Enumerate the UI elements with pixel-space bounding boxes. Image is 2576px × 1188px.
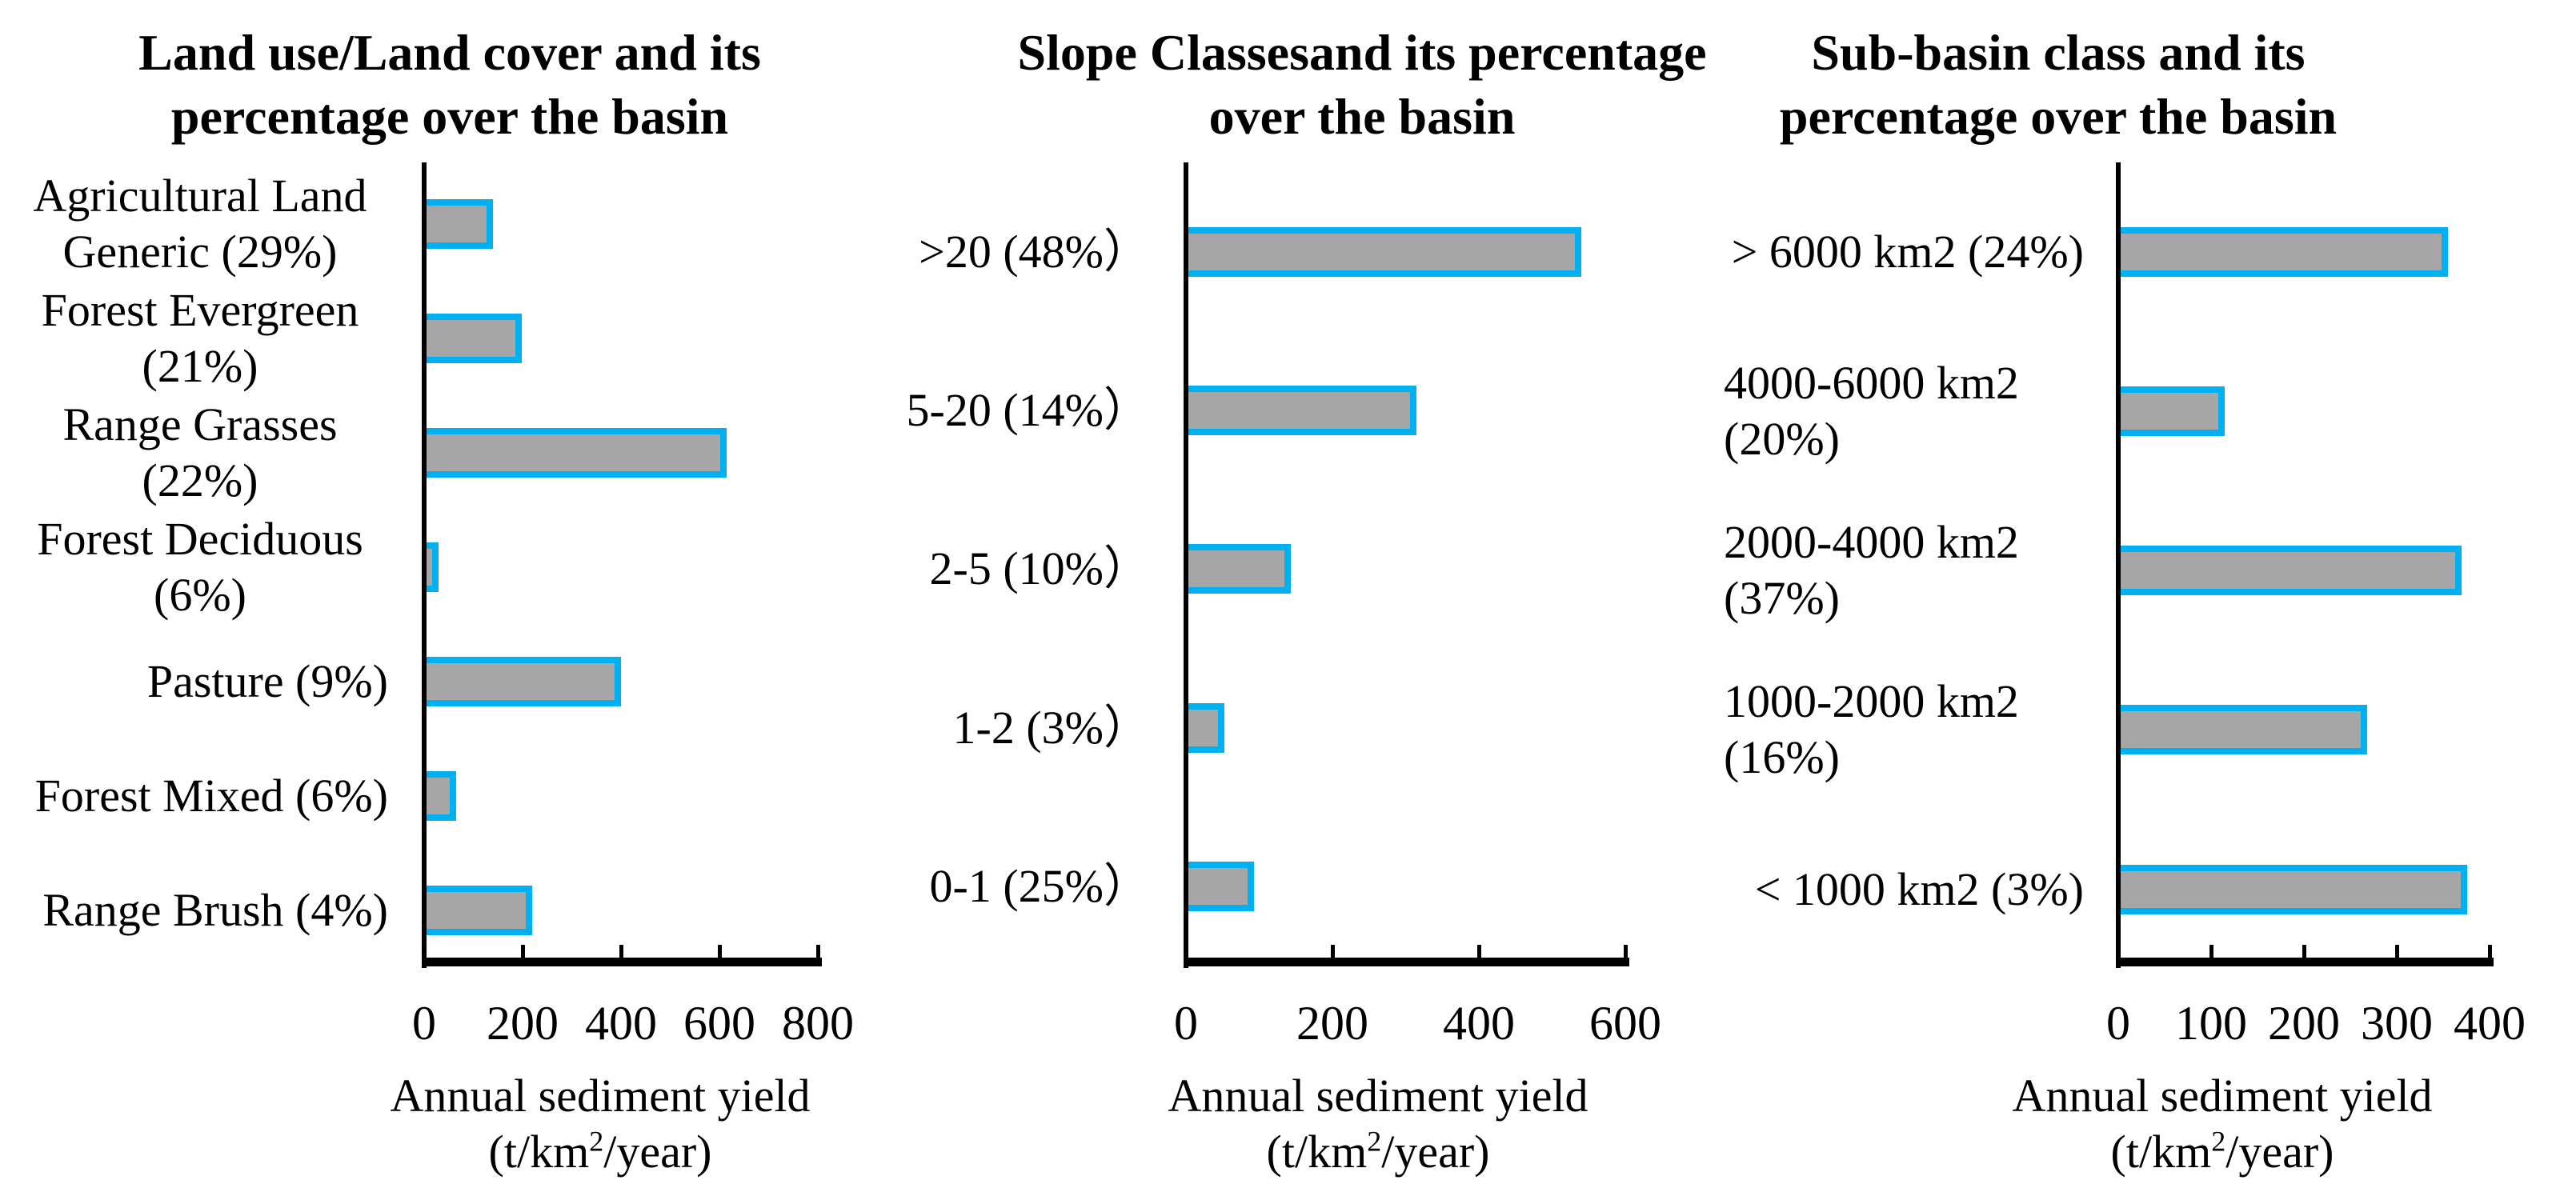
bar-landuse <box>427 886 532 935</box>
y-axis-line-slope <box>1184 162 1188 968</box>
bar-slope <box>1188 703 1224 753</box>
bar-subbasin <box>2121 386 2225 436</box>
x-tick-label-subbasin: 100 <box>2175 997 2247 1050</box>
x-tick-mark-subbasin <box>2395 945 2399 958</box>
x-tick-mark-slope <box>1624 945 1628 958</box>
x-axis-title-line1: Annual sediment yield <box>2012 1070 2433 1122</box>
x-axis-title-line1: Annual sediment yield <box>1168 1070 1588 1122</box>
category-label-landuse: Forest Mixed (6%) <box>34 770 388 822</box>
x-tick-label-landuse: 200 <box>487 997 559 1050</box>
unit-prefix: (t/km <box>2110 1126 2212 1178</box>
x-tick-label-slope: 600 <box>1589 997 1661 1050</box>
bar-landuse <box>427 657 621 706</box>
category-label-subbasin: 2000-4000 km2 (37%) <box>1724 516 2019 624</box>
bar-slope <box>1188 386 1416 435</box>
unit-suffix: /year) <box>603 1126 712 1178</box>
category-label-landuse: Range Brush (4%) <box>42 884 388 936</box>
bar-subbasin <box>2121 865 2467 914</box>
chart-title-landuse: Land use/Land cover and its percentage o… <box>138 24 761 145</box>
x-axis-title-unit: (t/km2/year) <box>2111 1126 2334 1178</box>
chart-title-subbasin: Sub-basin class and its percentage over … <box>1779 24 2338 145</box>
bar-subbasin <box>2121 546 2462 595</box>
unit-superscript: 2 <box>1367 1125 1382 1158</box>
x-axis-line-slope <box>1184 958 1629 966</box>
unit-superscript: 2 <box>2211 1125 2226 1158</box>
category-label-slope: 5-20 (14%） <box>906 384 1150 436</box>
x-tick-label-landuse: 800 <box>782 997 854 1050</box>
x-axis-title-subbasin: Annual sediment yield (t/km2/year) <box>1918 1068 2526 1180</box>
x-tick-label-slope: 0 <box>1174 997 1198 1050</box>
x-axis-line-subbasin <box>2116 958 2494 966</box>
x-tick-label-subbasin: 200 <box>2268 997 2340 1050</box>
y-axis-line-subbasin <box>2116 162 2121 968</box>
unit-prefix: (t/km <box>488 1126 590 1178</box>
x-tick-label-landuse: 0 <box>412 997 436 1050</box>
category-label-landuse: Range Grasses (22%) <box>62 398 338 506</box>
category-label-landuse: Agricultural Land Generic (29%) <box>33 170 367 278</box>
x-axis-title-line1: Annual sediment yield <box>390 1070 811 1122</box>
x-tick-label-slope: 200 <box>1296 997 1368 1050</box>
x-axis-line-landuse <box>422 958 822 966</box>
bar-landuse <box>427 199 493 249</box>
bar-slope <box>1188 862 1254 911</box>
category-label-slope: >20 (48%） <box>919 226 1150 278</box>
x-tick-label-landuse: 600 <box>683 997 755 1050</box>
x-axis-title-slope: Annual sediment yield (t/km2/year) <box>1074 1068 1682 1180</box>
bar-landuse <box>427 314 522 363</box>
bar-slope <box>1188 544 1291 594</box>
category-label-landuse: Pasture (9%) <box>146 655 388 707</box>
x-tick-mark-landuse <box>718 945 722 958</box>
bar-landuse <box>427 771 456 821</box>
x-tick-label-landuse: 400 <box>585 997 657 1050</box>
x-tick-mark-slope <box>1331 945 1335 958</box>
x-tick-mark-subbasin <box>2209 945 2213 958</box>
x-tick-mark-landuse <box>816 945 820 958</box>
unit-suffix: /year) <box>2225 1126 2334 1178</box>
category-label-slope: 0-1 (25%） <box>929 860 1150 912</box>
x-tick-label-subbasin: 300 <box>2361 997 2433 1050</box>
x-tick-label-subbasin: 400 <box>2454 997 2526 1050</box>
x-tick-mark-landuse <box>521 945 525 958</box>
category-label-landuse: Forest Evergreen (21%) <box>41 284 359 392</box>
x-axis-title-unit: (t/km2/year) <box>1267 1126 1490 1178</box>
category-label-slope: 1-2 (3%） <box>952 702 1150 754</box>
unit-suffix: /year) <box>1381 1126 1490 1178</box>
unit-prefix: (t/km <box>1266 1126 1368 1178</box>
x-tick-mark-slope <box>1477 945 1481 958</box>
bar-landuse <box>427 428 727 478</box>
bar-subbasin <box>2121 227 2448 277</box>
category-label-subbasin: > 6000 km2 (24%) <box>1731 226 2084 278</box>
bar-subbasin <box>2121 705 2367 754</box>
category-label-subbasin: < 1000 km2 (3%) <box>1754 863 2084 915</box>
x-tick-label-subbasin: 0 <box>2106 997 2130 1050</box>
category-label-subbasin: 1000-2000 km2 (16%) <box>1724 675 2019 783</box>
x-tick-mark-subbasin <box>2302 945 2306 958</box>
unit-superscript: 2 <box>589 1125 604 1158</box>
category-label-subbasin: 4000-6000 km2 (20%) <box>1724 357 2019 465</box>
y-axis-line-landuse <box>422 162 427 968</box>
chart-title-slope: Slope Classesand its percentage over the… <box>1017 24 1707 145</box>
bar-landuse <box>427 542 439 592</box>
x-tick-label-slope: 400 <box>1443 997 1515 1050</box>
category-label-landuse: Forest Deciduous (6%) <box>37 513 363 621</box>
category-label-slope: 2-5 (10%） <box>929 542 1150 594</box>
bar-slope <box>1188 227 1581 277</box>
x-tick-mark-subbasin <box>2488 945 2492 958</box>
x-axis-title-unit: (t/km2/year) <box>489 1126 712 1178</box>
x-tick-mark-landuse <box>619 945 623 958</box>
x-axis-title-landuse: Annual sediment yield (t/km2/year) <box>296 1068 904 1180</box>
